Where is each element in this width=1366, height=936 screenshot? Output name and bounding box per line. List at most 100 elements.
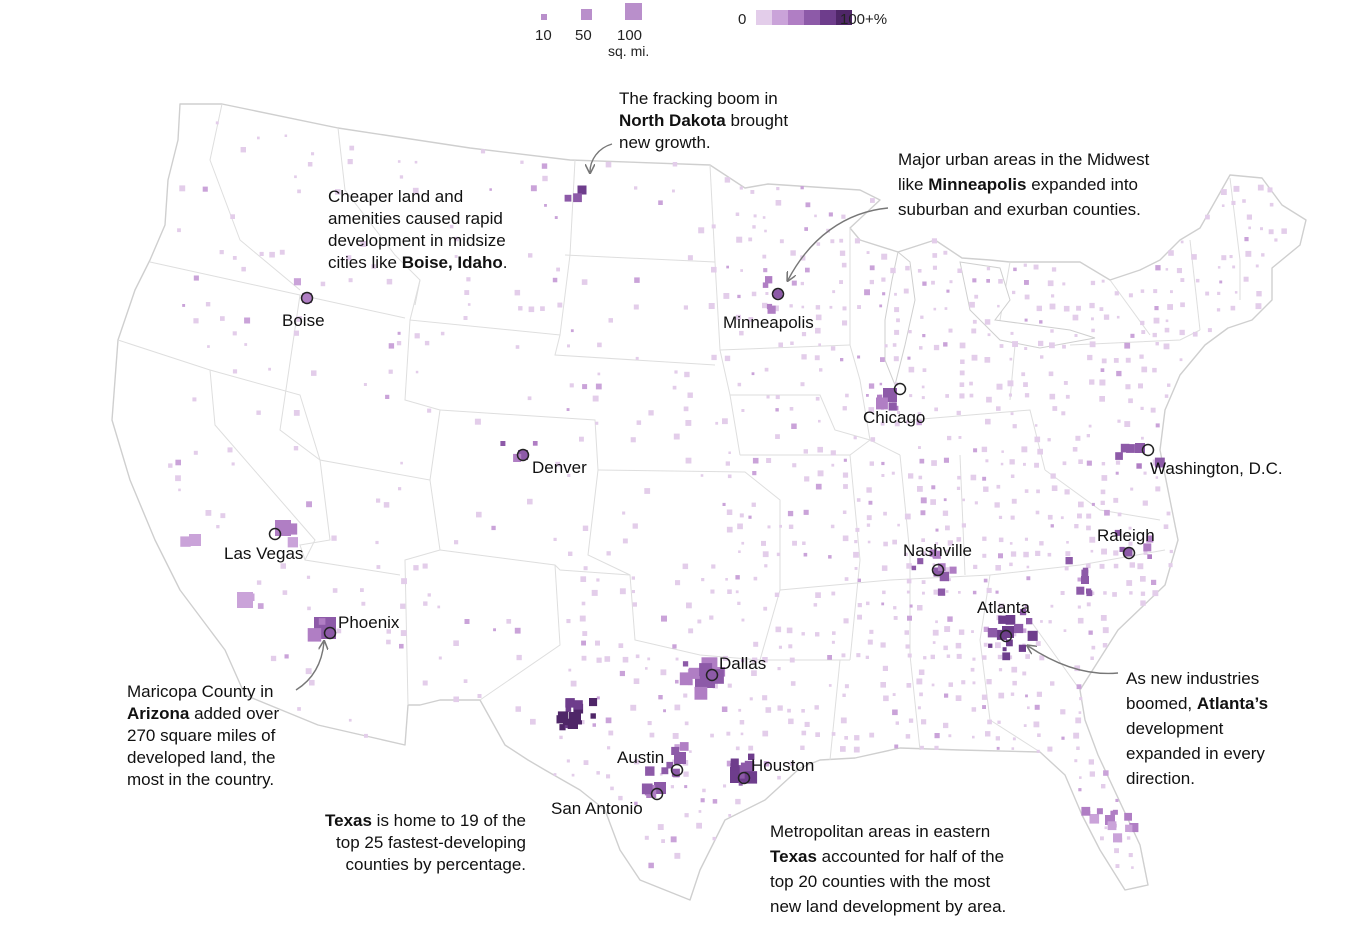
county-square — [606, 551, 611, 556]
county-square — [739, 513, 744, 518]
county-square — [1025, 694, 1028, 698]
county-square — [699, 663, 713, 677]
county-square — [193, 318, 199, 324]
county-square — [1243, 276, 1249, 282]
county-square — [592, 723, 596, 727]
city-label-boise: Boise — [282, 311, 325, 330]
county-square — [985, 459, 989, 463]
annotation-line: new land development by area. — [770, 894, 1006, 919]
annotation-text: expanded into — [1026, 175, 1139, 194]
annotation-bold-text: Minneapolis — [928, 175, 1027, 194]
county-square — [1078, 501, 1084, 508]
county-square — [735, 746, 740, 751]
county-square — [1179, 329, 1185, 336]
county-square — [1115, 798, 1119, 802]
county-square — [1074, 665, 1081, 672]
county-square — [1269, 202, 1274, 207]
county-square — [957, 475, 961, 480]
county-square — [493, 628, 496, 632]
county-square — [360, 588, 364, 592]
county-square — [920, 497, 927, 504]
county-square — [400, 461, 403, 465]
county-square — [685, 457, 692, 464]
county-square — [606, 774, 611, 779]
county-square — [608, 730, 614, 736]
county-square — [876, 397, 888, 410]
county-square — [1113, 550, 1119, 556]
county-square — [721, 706, 728, 712]
county-square — [815, 314, 822, 321]
county-square — [1047, 438, 1051, 442]
city-marker-austin — [670, 763, 684, 777]
county-square — [683, 406, 689, 412]
county-square — [1079, 697, 1083, 701]
county-square — [658, 200, 663, 205]
county-square — [307, 628, 322, 642]
annotation-line: developed land, the — [127, 747, 279, 769]
county-square — [1140, 289, 1145, 293]
county-square — [751, 670, 757, 676]
county-square — [853, 551, 859, 558]
county-square — [1128, 398, 1133, 404]
county-square — [712, 683, 718, 689]
county-square — [841, 262, 847, 268]
county-square — [880, 642, 886, 648]
annotation-line: development — [1126, 716, 1268, 741]
county-square — [595, 383, 602, 390]
county-square — [581, 279, 588, 285]
county-square — [763, 268, 768, 273]
county-square — [932, 253, 938, 258]
county-square — [930, 654, 935, 660]
county-square — [175, 475, 181, 482]
county-square — [559, 724, 566, 731]
county-square — [883, 541, 888, 547]
county-square — [1217, 291, 1221, 295]
county-square — [724, 355, 731, 362]
county-square — [738, 550, 741, 553]
county-square — [385, 394, 390, 399]
county-square — [853, 436, 857, 440]
county-square — [386, 629, 391, 634]
county-square — [518, 306, 523, 311]
county-square — [1078, 459, 1083, 464]
county-square — [982, 705, 986, 709]
county-square — [570, 680, 577, 687]
county-square — [948, 578, 951, 582]
county-square — [985, 731, 991, 737]
county-square — [921, 385, 925, 389]
county-square — [868, 383, 875, 389]
county-square — [672, 385, 677, 390]
county-square — [305, 668, 312, 675]
county-square — [949, 566, 957, 574]
county-square — [672, 162, 678, 167]
county-square — [1023, 551, 1029, 558]
annotation-text: direction. — [1126, 769, 1195, 788]
county-square — [1034, 436, 1041, 443]
county-square — [970, 667, 975, 672]
county-square — [205, 510, 212, 516]
county-square — [998, 279, 1003, 284]
county-square — [336, 628, 342, 634]
county-square — [579, 436, 584, 442]
county-square — [645, 766, 655, 776]
county-square — [570, 329, 574, 333]
county-square — [347, 159, 353, 165]
county-square — [801, 305, 805, 309]
county-square — [1137, 563, 1144, 570]
annotation-line: like Minneapolis expanded into — [898, 172, 1149, 197]
county-square — [1128, 541, 1133, 546]
county-square — [800, 382, 805, 387]
county-square — [371, 264, 376, 269]
county-square — [1024, 318, 1028, 322]
county-square — [1081, 569, 1089, 577]
county-square — [1123, 547, 1133, 557]
county-square — [805, 202, 811, 208]
county-square — [984, 319, 991, 325]
county-square — [741, 618, 745, 622]
county-square — [256, 580, 262, 585]
county-square — [1086, 602, 1091, 607]
county-square — [725, 461, 730, 466]
county-square — [1040, 620, 1043, 623]
county-square — [1026, 565, 1030, 569]
county-square — [883, 695, 889, 702]
